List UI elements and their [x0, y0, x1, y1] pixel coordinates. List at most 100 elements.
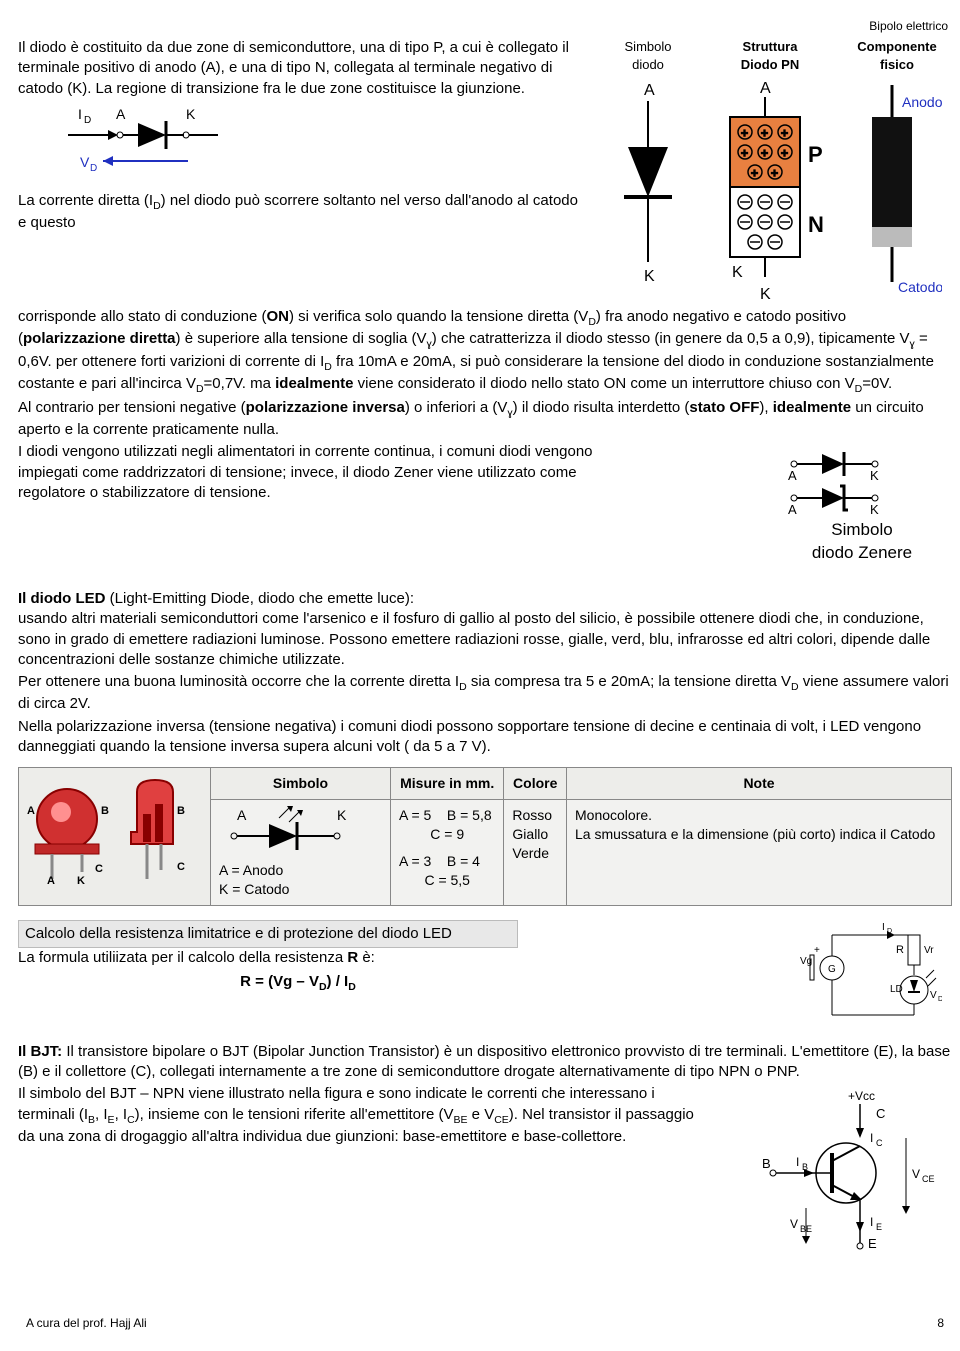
svg-text:V: V: [912, 1167, 920, 1181]
resistor-circuit-figure: ID R Vr LD VD G Vg +: [792, 920, 942, 1036]
t: ) o inferiori a (V: [405, 399, 508, 416]
footer: A cura del prof. Hajj Ali 8: [18, 1315, 952, 1331]
t: C = 5,5: [399, 871, 495, 890]
t: D: [459, 681, 467, 693]
th-colore: Colore: [504, 768, 567, 800]
t: K = Catodo: [219, 880, 382, 899]
t: D: [153, 200, 161, 212]
svg-text:C: C: [876, 1138, 883, 1148]
svg-text:V: V: [790, 1217, 798, 1231]
svg-text:C: C: [95, 863, 103, 875]
t: ) il diodo risulta interdetto (: [513, 399, 690, 416]
svg-text:C: C: [876, 1106, 885, 1121]
conduz-p1: La corrente diretta (ID) nel diodo può s…: [18, 191, 586, 233]
t: stato OFF: [689, 399, 759, 416]
t: La smussatura e la dimensione (più corto…: [575, 825, 943, 844]
led-p2: Per ottenere una buona luminosità occorr…: [18, 672, 952, 714]
svg-text:K: K: [870, 502, 879, 516]
svg-text:A: A: [788, 502, 797, 516]
svg-text:Anodo: Anodo: [902, 94, 942, 110]
svg-text:K: K: [870, 468, 879, 483]
led-p3: Nella polarizzazione inversa (tensione n…: [18, 717, 952, 758]
td-note: Monocolore. La smussatura e la dimension…: [567, 799, 952, 905]
svg-text:+: +: [761, 146, 768, 160]
th-note: Note: [567, 768, 952, 800]
t: , I: [95, 1106, 108, 1123]
bjt-p1: Il BJT: Il transistore bipolare o BJT (B…: [18, 1042, 952, 1083]
page-header-right: Bipolo elettrico: [18, 18, 952, 34]
t: viene considerato il diodo nello stato O…: [354, 375, 855, 392]
t: BE: [454, 1114, 468, 1126]
col2-title: Struttura Diodo PN: [741, 38, 800, 73]
t: Al contrario per tensioni negative (: [18, 399, 246, 416]
t: A = Anodo: [219, 861, 382, 880]
bjt-title: Il BJT:: [18, 1043, 62, 1060]
t: ), insieme con le tensioni riferite all'…: [135, 1106, 454, 1123]
svg-text:V: V: [930, 990, 937, 1001]
led-para-block: Il diodo LED (Light-Emitting Diode, diod…: [18, 589, 952, 670]
th-misure: Misure in mm.: [391, 768, 504, 800]
svg-text:P: P: [808, 142, 823, 167]
footer-left: A cura del prof. Hajj Ali: [26, 1315, 147, 1331]
svg-text:E: E: [876, 1222, 882, 1232]
svg-text:+Vcc: +Vcc: [848, 1089, 875, 1103]
svg-text:G: G: [828, 964, 836, 975]
t: R = (Vg – V: [240, 973, 319, 990]
t: D: [319, 981, 327, 993]
diode-symbol-small: ID A K VD: [58, 105, 586, 181]
led-table: A B C K A B C Simbolo Misure in mm. Colo…: [18, 767, 952, 906]
t: A = 5 B = 5,8: [399, 806, 495, 825]
resist-head: Calcolo della resistenza limitatrice e d…: [18, 920, 518, 948]
t: Il transistore bipolare o BJT (Bipolar J…: [18, 1043, 950, 1080]
svg-text:A: A: [237, 807, 247, 823]
t: D: [791, 681, 799, 693]
svg-text:BE: BE: [800, 1224, 812, 1234]
zener-caption: Simbolo diodo Zenere: [782, 519, 942, 565]
svg-text:A: A: [116, 106, 126, 122]
label-a: A: [644, 82, 655, 99]
t: La formula utiliizata per il calcolo del…: [18, 949, 347, 966]
svg-text:A: A: [788, 468, 797, 483]
diode-uses: I diodi vengono utilizzati negli aliment…: [18, 442, 618, 503]
t: B: [88, 1114, 95, 1126]
bjt-p2: Il simbolo del BJT – NPN viene illustrat…: [18, 1084, 708, 1147]
svg-text:D: D: [90, 163, 97, 174]
svg-text:+: +: [741, 126, 748, 140]
th-simbolo: Simbolo: [211, 768, 391, 800]
svg-text:+: +: [741, 146, 748, 160]
t: D: [588, 316, 596, 328]
svg-text:N: N: [808, 212, 824, 237]
t: C: [127, 1114, 135, 1126]
col1-title: Simbolo diodo: [625, 38, 672, 73]
t: D: [324, 361, 332, 373]
t: D: [196, 383, 204, 395]
td-colore: Rosso Giallo Verde: [504, 799, 567, 905]
svg-text:K: K: [186, 106, 196, 122]
t: ),: [759, 399, 772, 416]
svg-text:+: +: [751, 166, 758, 180]
t: R: [347, 949, 358, 966]
svg-text:+: +: [781, 126, 788, 140]
svg-text:+: +: [761, 126, 768, 140]
t: E: [108, 1114, 115, 1126]
footer-page: 8: [937, 1315, 944, 1331]
svg-text:I: I: [882, 922, 885, 933]
col-struttura-pn: Struttura Diodo PN A + + + + + + + + P: [710, 38, 830, 307]
conduz-p2: corrisponde allo stato di conduzione (ON…: [18, 307, 952, 396]
svg-text:A: A: [47, 875, 55, 884]
t: =0,7V. ma: [204, 375, 276, 392]
col-componente-fisico: Componente fisico Anodo Catodo: [842, 38, 952, 307]
svg-text:A: A: [760, 80, 771, 97]
t: ) si verifica solo quando la tensione di…: [289, 308, 588, 325]
svg-text:LD: LD: [890, 984, 903, 995]
td-simbolo: AK A = Anodo K = Catodo: [211, 799, 391, 905]
diode-intro: Il diodo è costituito da due zone di sem…: [18, 38, 586, 99]
svg-text:D: D: [84, 115, 91, 126]
led-drawing-icon: A B C K A B C: [27, 774, 202, 884]
svg-text:E: E: [868, 1236, 877, 1251]
svg-text:+: +: [771, 166, 778, 180]
svg-text:I: I: [796, 1155, 799, 1169]
t: ) che catratterizza il diodo stesso (in …: [432, 330, 910, 347]
t: sia compresa tra 5 e 20mA; la tensione d…: [467, 673, 791, 690]
t: idealmente: [773, 399, 851, 416]
